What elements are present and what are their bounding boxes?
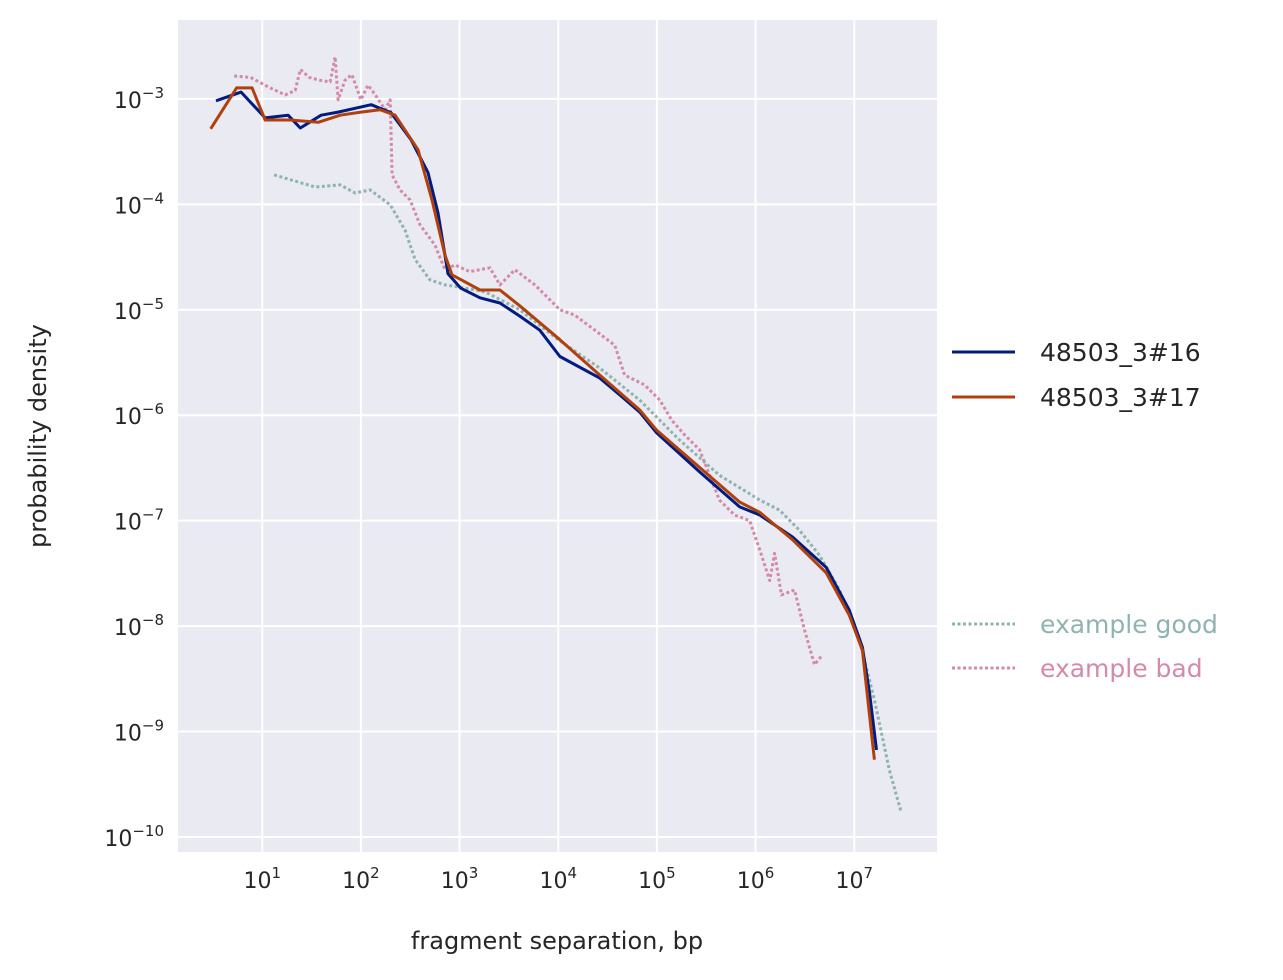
y-tick-label: 10−4 [114,189,164,219]
y-tick-label: 10−5 [114,295,164,325]
legend-label: example bad [1040,654,1203,683]
legend-label: 48503_3#16 [1040,338,1201,367]
x-tick-label: 101 [243,864,281,894]
y-tick-label: 10−9 [114,717,164,747]
legend-label: 48503_3#17 [1040,383,1201,412]
x-tick-labels: 101 102 103 104 105 106 107 [243,864,873,894]
x-tick-label: 106 [737,864,775,894]
y-tick-labels: 10−3 10−4 10−5 10−6 10−7 10−8 10−9 10−10 [104,84,164,852]
y-tick-label: 10−7 [114,506,164,536]
legend-label: example good [1040,610,1218,639]
x-tick-label: 104 [539,864,577,894]
x-axis-label: fragment separation, bp [411,927,703,955]
series-lines [209,55,903,814]
y-tick-label: 10−3 [114,84,164,114]
x-tick-label: 105 [638,864,676,894]
x-tick-label: 103 [441,864,479,894]
grid [178,20,937,852]
x-tick-label: 107 [835,864,873,894]
y-tick-label: 10−10 [104,822,164,852]
y-tick-label: 10−6 [114,400,164,430]
y-axis-label: probability density [24,324,52,548]
y-tick-label: 10−8 [114,611,164,641]
series-line-1 [209,86,876,760]
x-tick-label: 102 [342,864,380,894]
